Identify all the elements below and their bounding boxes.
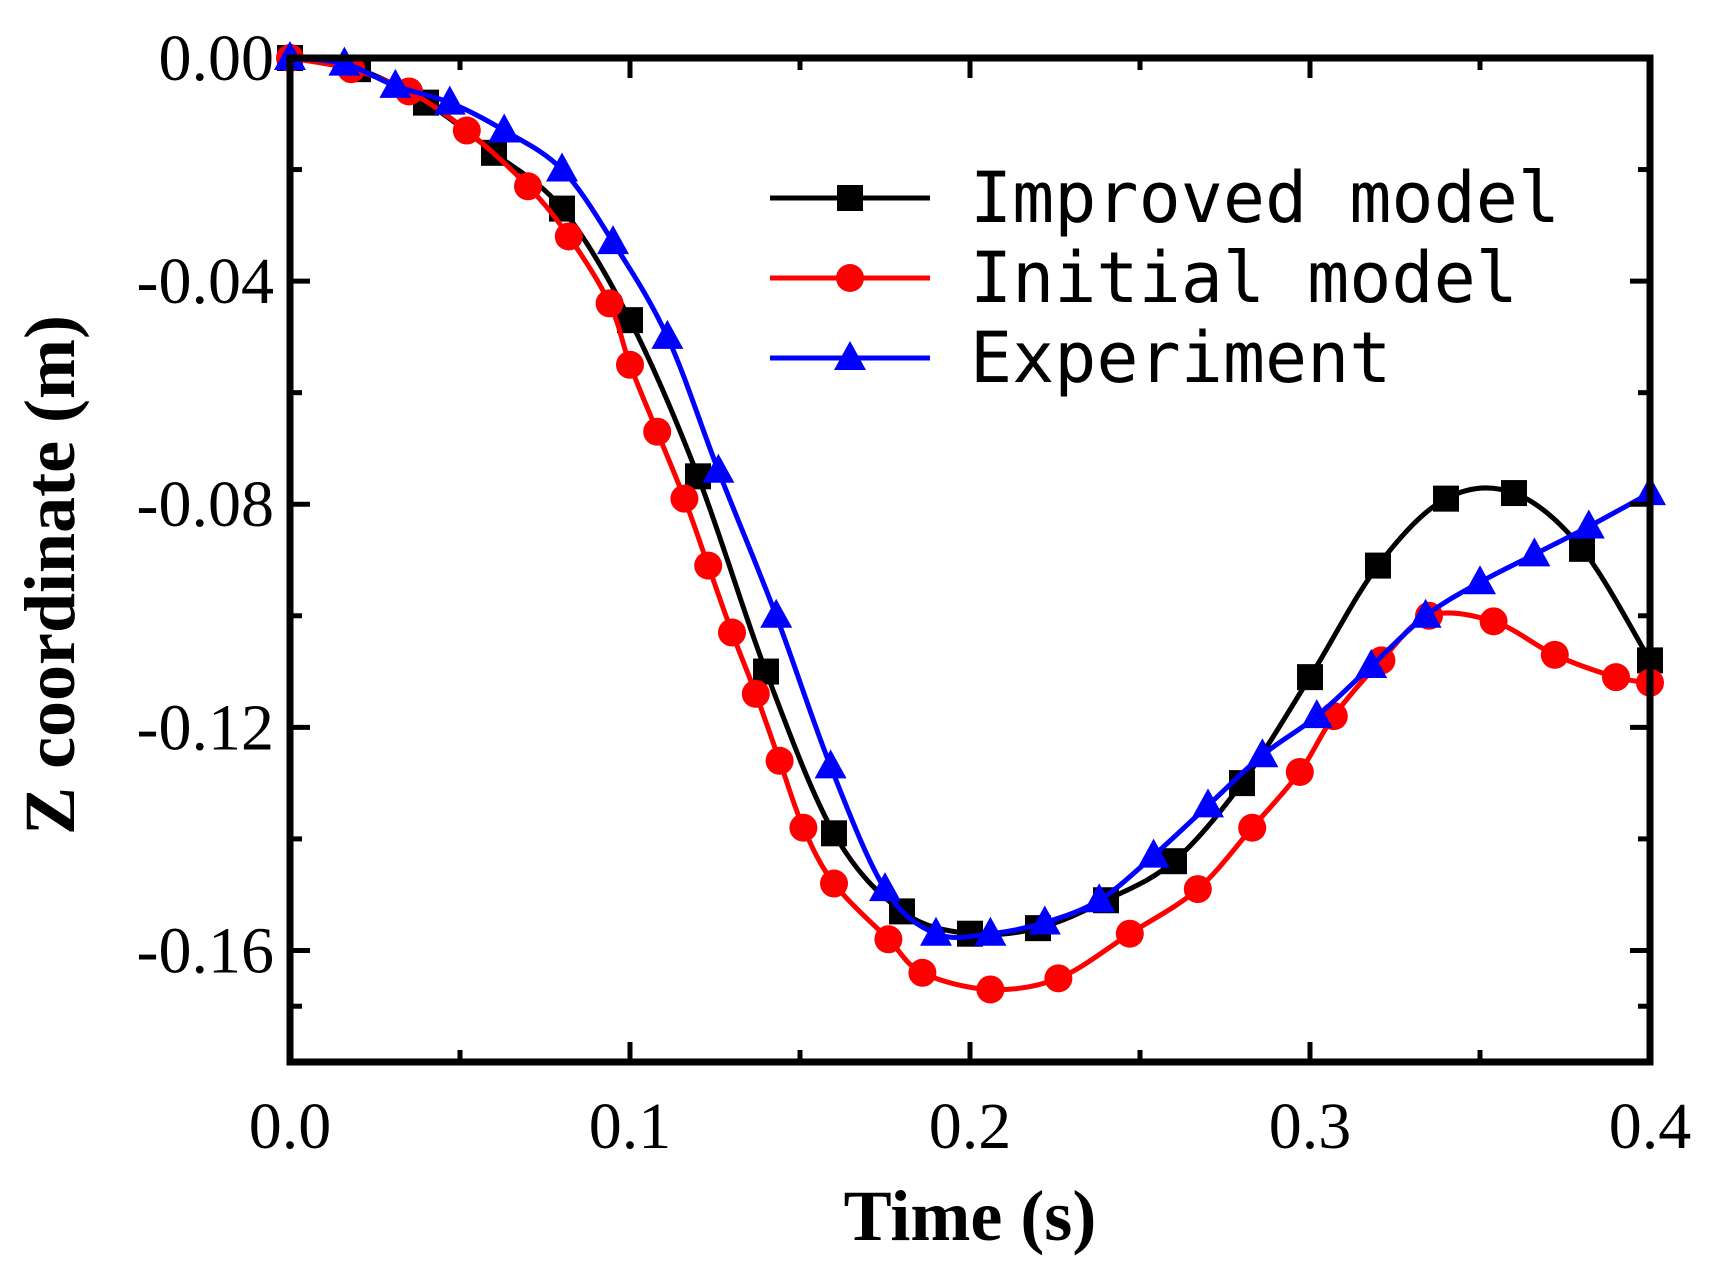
- data-point-experiment: [869, 872, 901, 902]
- data-point-initial-model: [1183, 875, 1212, 904]
- data-point-experiment: [379, 68, 412, 98]
- legend-marker-experiment: [834, 341, 866, 370]
- data-point-experiment: [1192, 788, 1224, 818]
- data-point-experiment: [814, 749, 847, 779]
- y-axis-title: Z coordinate (m): [10, 315, 90, 835]
- data-point-improved-model: [1501, 480, 1527, 507]
- legend-item-experiment: Experiment: [770, 317, 1391, 399]
- legend-marker-improved-model: [837, 185, 863, 211]
- data-point-initial-model: [718, 618, 746, 647]
- data-point-initial-model: [643, 417, 672, 446]
- data-point-initial-model: [741, 679, 770, 708]
- data-point-initial-model: [1540, 640, 1569, 669]
- series-experiment: [274, 41, 1666, 946]
- tick-layer: 0.0 0.1 0.2 0.3 0.4 0.00 -0.04 -0.08 -0.12 -0.16: [137, 22, 1692, 1163]
- x-tick-label: 0.4: [1609, 1090, 1692, 1163]
- data-point-experiment: [1246, 738, 1279, 768]
- data-point-initial-model: [820, 869, 848, 898]
- series-layer: [274, 41, 1666, 1004]
- legend-label-improved-model: Improved model: [970, 157, 1560, 239]
- data-point-experiment: [702, 453, 735, 483]
- y-tick-label: -0.08: [137, 468, 274, 541]
- legend-item-improved-model: Improved model: [770, 157, 1560, 239]
- x-tick-label: 0.3: [1269, 1090, 1352, 1163]
- data-point-experiment: [1572, 509, 1605, 539]
- data-point-experiment: [651, 319, 684, 349]
- data-point-experiment: [920, 916, 952, 946]
- data-point-experiment: [1409, 598, 1442, 628]
- data-point-experiment: [1137, 838, 1170, 868]
- y-tick-label: -0.16: [137, 914, 274, 987]
- y-tick-label: 0.00: [159, 22, 275, 95]
- data-point-improved-model: [821, 820, 847, 847]
- data-point-experiment: [597, 225, 629, 255]
- data-point-experiment: [1028, 905, 1061, 935]
- data-point-initial-model: [1479, 607, 1508, 636]
- data-point-initial-model: [1602, 663, 1630, 692]
- data-point-initial-model: [874, 925, 903, 954]
- data-point-experiment: [1464, 565, 1496, 595]
- data-point-initial-model: [616, 350, 644, 379]
- data-point-improved-model: [1433, 485, 1459, 512]
- data-point-initial-model: [452, 116, 481, 145]
- legend-label-experiment: Experiment: [970, 317, 1391, 399]
- data-point-experiment: [433, 85, 466, 115]
- data-point-initial-model: [1115, 919, 1144, 948]
- data-point-initial-model: [1238, 813, 1267, 842]
- x-tick-label: 0.0: [249, 1090, 332, 1163]
- series-line-experiment: [289, 55, 1652, 940]
- data-point-initial-model: [514, 172, 542, 201]
- y-tick-label: -0.04: [137, 245, 274, 318]
- data-point-initial-model: [1044, 964, 1073, 993]
- data-point-initial-model: [976, 975, 1005, 1004]
- x-axis-title: Time (s): [844, 1176, 1097, 1256]
- data-point-initial-model: [789, 813, 818, 842]
- data-point-experiment: [1355, 648, 1388, 678]
- data-point-improved-model: [1297, 664, 1323, 691]
- data-point-experiment: [1300, 699, 1333, 729]
- data-point-experiment: [546, 152, 578, 182]
- data-point-improved-model: [1569, 535, 1595, 562]
- y-tick-label: -0.12: [137, 691, 274, 764]
- data-point-initial-model: [554, 222, 583, 251]
- data-point-initial-model: [765, 746, 794, 775]
- legend-item-initial-model: Initial model: [770, 237, 1518, 319]
- x-tick-label: 0.2: [929, 1090, 1012, 1163]
- data-point-experiment: [488, 113, 521, 143]
- data-point-experiment: [974, 916, 1007, 946]
- data-point-initial-model: [1285, 757, 1314, 786]
- data-point-initial-model: [908, 958, 937, 987]
- data-point-initial-model: [670, 484, 699, 513]
- series-initial-model: [276, 44, 1664, 1004]
- legend-marker-initial-model: [836, 264, 864, 292]
- data-point-experiment: [760, 598, 793, 628]
- data-point-experiment: [1083, 883, 1116, 913]
- legend-label-initial-model: Initial model: [970, 237, 1518, 319]
- data-point-initial-model: [595, 289, 624, 318]
- data-point-initial-model: [694, 551, 723, 580]
- x-tick-label: 0.1: [589, 1090, 672, 1163]
- data-point-improved-model: [1365, 552, 1391, 579]
- data-point-experiment: [1518, 537, 1551, 567]
